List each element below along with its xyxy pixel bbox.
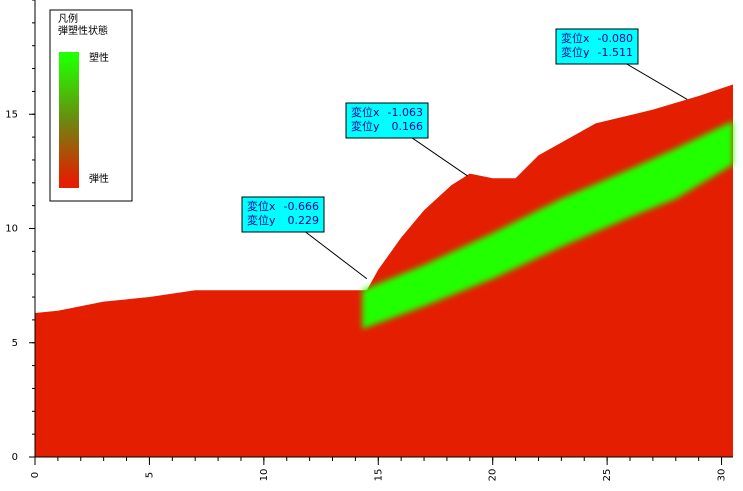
legend-gradient xyxy=(59,52,79,188)
legend-label: 弾性 xyxy=(89,172,109,185)
y-tick-label: 15 xyxy=(5,109,18,120)
callout-value: -0.666 xyxy=(284,200,319,213)
callout-label: 変位x xyxy=(247,199,276,213)
legend-subtitle: 弾塑性状態 xyxy=(58,24,108,37)
x-tick-label: 0 xyxy=(30,472,41,478)
x-tick-label: 25 xyxy=(602,469,613,482)
callout-value: 0.229 xyxy=(288,214,320,227)
callout-label: 変位y xyxy=(247,213,276,227)
callout-value: -0.080 xyxy=(598,32,633,45)
callout-label: 変位x xyxy=(351,105,380,119)
x-tick-label: 5 xyxy=(144,472,155,478)
x-tick-label: 20 xyxy=(488,469,499,482)
callout-box xyxy=(345,102,429,139)
callout-box xyxy=(241,196,325,233)
y-tick-label: 5 xyxy=(12,338,18,349)
callout: 変位x -0.080 変位y -1.511 xyxy=(555,28,688,100)
callout: 変位x -1.063 変位y 0.166 xyxy=(345,102,468,177)
legend-label: 塑性 xyxy=(89,51,109,64)
callout-box xyxy=(555,28,639,65)
plastic-zone xyxy=(362,121,733,330)
y-tick-label: 10 xyxy=(5,224,18,235)
callout-label: 変位y xyxy=(351,119,380,133)
y-tick-label: 0 xyxy=(12,452,18,463)
callout-value: -1.511 xyxy=(598,46,633,59)
callout-value: 0.166 xyxy=(392,120,424,133)
callout-label: 変位y xyxy=(561,45,590,59)
x-tick-label: 30 xyxy=(717,469,728,482)
ground xyxy=(35,84,733,458)
callout-value: -1.063 xyxy=(388,106,423,119)
legend-title: 凡例 xyxy=(58,12,78,25)
x-tick-label: 10 xyxy=(259,469,270,482)
callout-label: 変位x xyxy=(561,31,590,45)
callout: 変位x -0.666 変位y 0.229 xyxy=(241,196,368,280)
x-tick-label: 15 xyxy=(373,469,384,482)
